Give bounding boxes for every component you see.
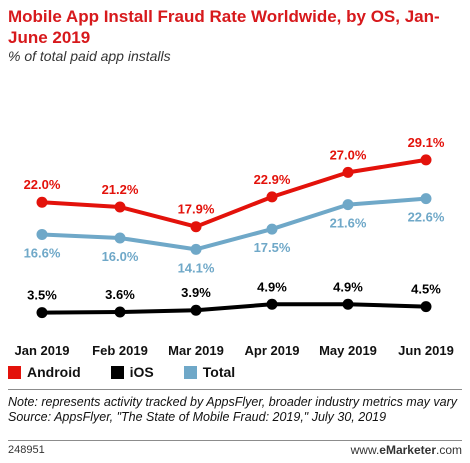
series-line-android <box>40 157 428 229</box>
legend-swatch-total <box>183 365 197 379</box>
data-label-total-1: 16.0% <box>102 249 139 264</box>
note-text: Note: represents activity tracked by App… <box>8 395 458 409</box>
data-label-total-3: 17.5% <box>254 240 291 255</box>
brand-name: eMarketer <box>379 443 436 457</box>
point-ios-2 <box>190 304 202 316</box>
legend-label-total: Total <box>202 364 236 380</box>
point-ios-5 <box>420 301 432 313</box>
brand-prefix: www. <box>350 443 380 457</box>
x-tick-label-3: Apr 2019 <box>245 343 300 358</box>
data-label-ios-0: 3.5% <box>27 288 57 303</box>
point-total-5 <box>420 193 432 205</box>
x-tick-label-4: May 2019 <box>319 343 377 358</box>
data-label-android-5: 29.1% <box>408 135 445 150</box>
point-ios-4 <box>342 298 354 310</box>
point-ios-3 <box>266 298 278 310</box>
point-total-3 <box>266 223 278 235</box>
x-tick-label-1: Feb 2019 <box>92 343 148 358</box>
point-total-1 <box>114 232 126 244</box>
legend-label-android: Android <box>27 364 81 380</box>
data-label-ios-2: 3.9% <box>181 285 211 300</box>
x-tick-label-5: Jun 2019 <box>398 343 454 358</box>
series-line-ios <box>40 302 428 315</box>
series-line-total <box>40 196 428 252</box>
point-android-3 <box>266 191 278 203</box>
data-label-android-4: 27.0% <box>330 147 367 162</box>
data-label-android-2: 17.9% <box>178 202 215 217</box>
data-label-total-2: 14.1% <box>178 260 215 275</box>
point-ios-0 <box>36 307 48 319</box>
point-android-0 <box>36 196 48 208</box>
point-android-5 <box>420 154 432 166</box>
divider-top <box>8 389 462 390</box>
data-label-total-0: 16.6% <box>24 245 61 260</box>
data-label-ios-3: 4.9% <box>257 279 287 294</box>
data-label-ios-5: 4.5% <box>411 282 441 297</box>
legend-item-ios: iOS <box>110 364 154 380</box>
point-android-2 <box>190 221 202 233</box>
point-total-0 <box>36 228 48 240</box>
data-label-ios-4: 4.9% <box>333 279 363 294</box>
brand-link[interactable]: www.eMarketer.com <box>351 443 462 457</box>
legend-item-total: Total <box>183 364 236 380</box>
data-label-android-1: 21.2% <box>102 182 139 197</box>
legend: Android iOS Total <box>8 364 265 380</box>
x-tick-label-2: Mar 2019 <box>168 343 224 358</box>
data-label-ios-1: 3.6% <box>105 287 135 302</box>
chart-notes: Note: represents activity tracked by App… <box>8 395 458 425</box>
legend-item-android: Android <box>8 364 81 380</box>
x-tick-label-0: Jan 2019 <box>15 343 70 358</box>
point-ios-1 <box>114 306 126 318</box>
point-total-2 <box>190 243 202 255</box>
data-label-total-4: 21.6% <box>330 216 367 231</box>
chart-title: Mobile App Install Fraud Rate Worldwide,… <box>8 7 440 47</box>
point-android-4 <box>342 166 354 178</box>
brand-suffix: .com <box>435 443 462 457</box>
source-text: Source: AppsFlyer, "The State of Mobile … <box>8 410 387 424</box>
data-label-android-0: 22.0% <box>24 177 61 192</box>
chart-subtitle: % of total paid app installs <box>8 48 171 64</box>
point-total-4 <box>342 199 354 211</box>
data-label-total-5: 22.6% <box>408 210 445 225</box>
point-android-1 <box>114 201 126 213</box>
legend-swatch-ios <box>110 365 124 379</box>
legend-label-ios: iOS <box>129 364 154 380</box>
legend-swatch-android <box>8 365 21 379</box>
chart-id: 248951 <box>8 444 45 456</box>
divider-bottom <box>8 440 462 441</box>
data-label-android-3: 22.9% <box>254 172 291 187</box>
